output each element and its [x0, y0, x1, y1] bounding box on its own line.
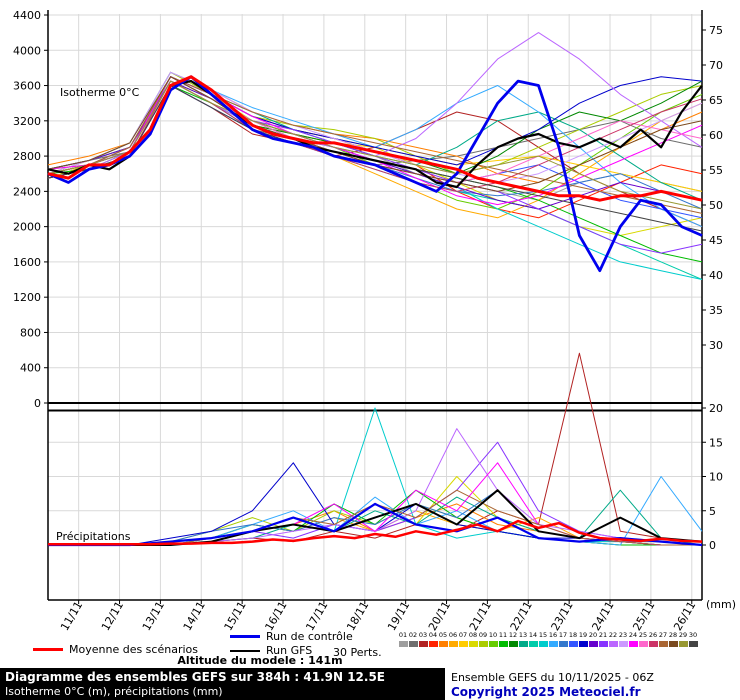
svg-text:15/11: 15/11	[222, 599, 249, 633]
member-legend-26: 26	[648, 631, 658, 647]
member-legend-24: 24	[628, 631, 638, 647]
run-info: Ensemble GEFS du 10/11/2025 - 06Z	[451, 671, 654, 684]
legend-item-mean: Moyenne des scénarios	[33, 643, 198, 656]
member-legend-21: 21	[598, 631, 608, 647]
member-legend-27: 27	[658, 631, 668, 647]
member-legend-25: 25	[638, 631, 648, 647]
member-legend-09: 09	[478, 631, 488, 647]
svg-text:(mm): (mm)	[706, 598, 736, 611]
member-legend-02: 02	[408, 631, 418, 647]
member-legend-28: 28	[668, 631, 678, 647]
svg-text:24/11: 24/11	[590, 599, 617, 633]
svg-text:45: 45	[709, 234, 723, 247]
member-legend-20: 20	[588, 631, 598, 647]
member-legend-08: 08	[468, 631, 478, 647]
member-legend-19: 19	[578, 631, 588, 647]
ensemble-chart: 0400800120016002000240028003200360040004…	[13, 9, 736, 633]
svg-text:26/11: 26/11	[671, 599, 698, 633]
svg-text:16/11: 16/11	[263, 599, 290, 633]
svg-text:70: 70	[709, 59, 723, 72]
svg-text:0: 0	[34, 397, 41, 410]
svg-text:2000: 2000	[13, 221, 41, 234]
control-line-swatch	[230, 635, 260, 638]
member-legend-05: 05	[438, 631, 448, 647]
member-legend-01: 01	[398, 631, 408, 647]
svg-text:15: 15	[709, 436, 723, 449]
member-legend-11: 11	[498, 631, 508, 647]
svg-text:5: 5	[709, 505, 716, 518]
member-legend-23: 23	[618, 631, 628, 647]
footer-bar: Diagramme des ensembles GEFS sur 384h : …	[0, 668, 740, 700]
svg-text:Isotherme 0°C: Isotherme 0°C	[60, 86, 140, 99]
member-legend-10: 10	[488, 631, 498, 647]
svg-text:2800: 2800	[13, 150, 41, 163]
svg-text:22/11: 22/11	[508, 599, 535, 633]
svg-text:11/11: 11/11	[58, 599, 85, 633]
svg-text:55: 55	[709, 164, 723, 177]
legend-item-gfs: Run GFS	[230, 644, 312, 657]
svg-text:3200: 3200	[13, 115, 41, 128]
svg-text:19/11: 19/11	[385, 599, 412, 633]
svg-text:Précipitations: Précipitations	[56, 530, 131, 543]
member-legend-18: 18	[568, 631, 578, 647]
svg-text:20: 20	[709, 402, 723, 415]
footer-right: Ensemble GEFS du 10/11/2025 - 06Z Copyri…	[443, 668, 740, 700]
svg-text:20/11: 20/11	[426, 599, 453, 633]
svg-text:60: 60	[709, 129, 723, 142]
member-legend-03: 03	[418, 631, 428, 647]
gfs-line-swatch	[230, 649, 260, 652]
svg-text:65: 65	[709, 94, 723, 107]
member-legend-07: 07	[458, 631, 468, 647]
svg-text:12/11: 12/11	[99, 599, 126, 633]
member-legend-13: 13	[518, 631, 528, 647]
svg-text:17/11: 17/11	[303, 599, 330, 633]
svg-text:13/11: 13/11	[140, 599, 167, 633]
diagram-title: Diagramme des ensembles GEFS sur 384h : …	[5, 670, 386, 684]
svg-text:35: 35	[709, 304, 723, 317]
member-legend-17: 17	[558, 631, 568, 647]
diagram-subtitle: Isotherme 0°C (m), précipitations (mm)	[5, 685, 223, 698]
perts-count-label: 30 Perts.	[333, 646, 382, 659]
svg-text:10: 10	[709, 471, 723, 484]
footer-left: Diagramme des ensembles GEFS sur 384h : …	[0, 668, 443, 700]
svg-text:3600: 3600	[13, 80, 41, 93]
svg-text:25/11: 25/11	[630, 599, 657, 633]
svg-text:50: 50	[709, 199, 723, 212]
copyright: Copyright 2025 Meteociel.fr	[451, 685, 641, 699]
member-legend-12: 12	[508, 631, 518, 647]
svg-text:4400: 4400	[13, 9, 41, 22]
svg-text:40: 40	[709, 269, 723, 282]
mean-label: Moyenne des scénarios	[69, 643, 198, 656]
control-label: Run de contrôle	[266, 630, 353, 643]
model-altitude-note: Altitude du modele : 141m	[177, 654, 343, 667]
svg-text:1200: 1200	[13, 291, 41, 304]
svg-text:1600: 1600	[13, 256, 41, 269]
svg-text:75: 75	[709, 24, 723, 37]
svg-text:30: 30	[709, 339, 723, 352]
mean-line-swatch	[33, 648, 63, 651]
member-legend-29: 29	[678, 631, 688, 647]
members-color-legend: 01 02 03 04 05 06 07 08 09 10 11 12 13 14 15 16 17 18 19 20…	[398, 631, 698, 647]
gfs-label: Run GFS	[266, 644, 313, 657]
member-legend-16: 16	[548, 631, 558, 647]
member-legend-30: 30	[688, 631, 698, 647]
svg-text:21/11: 21/11	[467, 599, 494, 633]
legend-item-control: Run de contrôle	[230, 630, 353, 643]
svg-text:14/11: 14/11	[181, 599, 208, 633]
svg-text:0: 0	[709, 539, 716, 552]
svg-text:800: 800	[20, 326, 41, 339]
svg-text:2400: 2400	[13, 185, 41, 198]
svg-text:18/11: 18/11	[344, 599, 371, 633]
member-legend-15: 15	[538, 631, 548, 647]
member-legend-04: 04	[428, 631, 438, 647]
svg-text:4000: 4000	[13, 44, 41, 57]
member-legend-06: 06	[448, 631, 458, 647]
svg-text:23/11: 23/11	[549, 599, 576, 633]
member-legend-22: 22	[608, 631, 618, 647]
member-legend-14: 14	[528, 631, 538, 647]
svg-text:400: 400	[20, 362, 41, 375]
